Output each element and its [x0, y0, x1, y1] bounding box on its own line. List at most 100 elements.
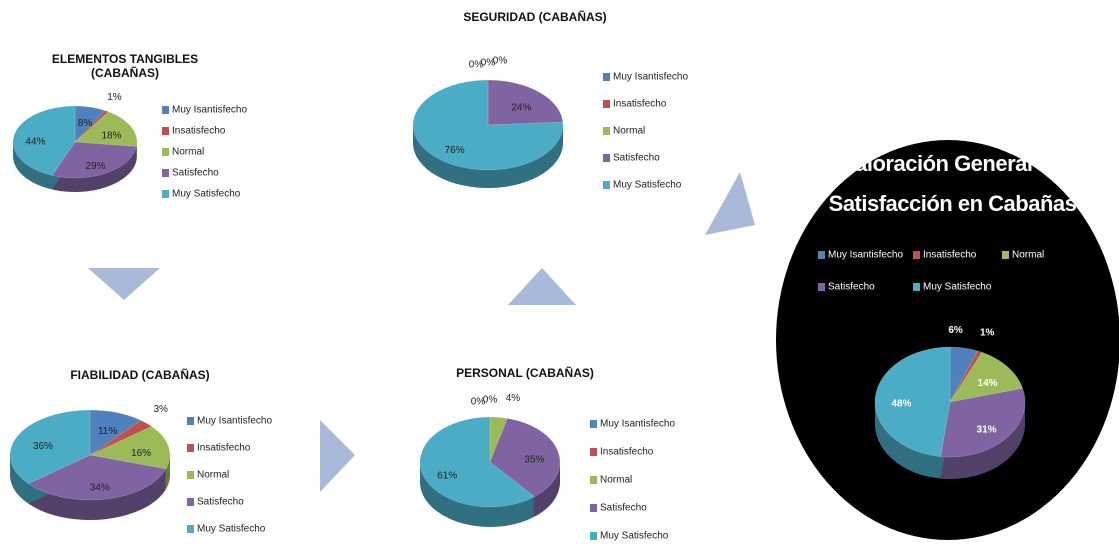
legend-swatch — [590, 504, 597, 512]
legend-label: Muy Satisfecho — [172, 189, 241, 200]
legend-swatch — [162, 148, 169, 156]
legend-swatch — [162, 169, 169, 177]
data-label: 4% — [506, 393, 521, 404]
legend-label: Normal — [172, 147, 204, 158]
data-label: 3% — [153, 404, 168, 415]
data-label: 1% — [980, 328, 995, 339]
data-label: 1% — [107, 92, 122, 103]
legend-swatch — [818, 251, 825, 259]
pie-slice — [51, 141, 137, 179]
arrow — [705, 172, 755, 235]
pie-slice — [940, 388, 1026, 458]
pie-slice — [74, 110, 109, 143]
data-label: 0% — [471, 396, 486, 407]
data-label: 11% — [98, 426, 117, 437]
data-label: 48% — [891, 398, 911, 409]
pie-slice — [874, 346, 951, 457]
legend-label: Insatisfecho — [923, 250, 977, 261]
pie-slice — [12, 105, 76, 176]
legend-label: Muy Isantisfecho — [600, 419, 675, 430]
arrow — [320, 420, 355, 492]
data-label: 18% — [101, 131, 121, 142]
data-label: 0% — [469, 59, 484, 70]
legend-swatch — [913, 251, 920, 259]
legend-swatch — [187, 525, 194, 533]
data-label: 76% — [445, 145, 465, 156]
pie-slice — [74, 105, 106, 143]
data-label: 35% — [524, 454, 544, 465]
legend-label: Satisfecho — [600, 503, 647, 514]
legend-swatch — [162, 190, 169, 198]
legend-label: Muy Satisfecho — [613, 180, 682, 191]
legend-swatch — [187, 444, 194, 452]
legend-label: Satisfecho — [828, 282, 875, 293]
chart-title: SEGURIDAD (CABAÑAS) — [463, 10, 607, 24]
legend-label: Normal — [197, 470, 229, 481]
legend-swatch — [590, 532, 597, 540]
legend-swatch — [162, 127, 169, 135]
data-label: 0% — [493, 55, 508, 66]
legend-label: Normal — [1012, 250, 1044, 261]
legend-label: Satisfecho — [613, 153, 660, 164]
legend-swatch — [187, 471, 194, 479]
data-label: 34% — [90, 482, 110, 493]
legend-label: Insatisfecho — [172, 126, 226, 137]
legend-swatch — [590, 448, 597, 456]
legend-swatch — [603, 181, 610, 189]
legend-label: Normal — [600, 475, 632, 486]
pie-slice — [419, 416, 536, 508]
arrow — [88, 268, 160, 300]
chart-title: FIABILIDAD (CABAÑAS) — [70, 368, 210, 382]
data-label: 61% — [437, 471, 457, 482]
pie-slice — [949, 351, 1023, 403]
legend-label: Muy Satisfecho — [197, 524, 266, 535]
legend-swatch — [590, 476, 597, 484]
pie-slice — [412, 79, 564, 171]
legend-swatch — [603, 127, 610, 135]
legend-label: Muy Isantisfecho — [172, 105, 247, 116]
legend-label: Satisfecho — [172, 168, 219, 179]
data-label: 44% — [25, 136, 45, 147]
legend-label: Muy Isantisfecho — [828, 250, 903, 261]
data-label: 16% — [131, 448, 151, 459]
arrow — [508, 268, 576, 305]
data-label: 14% — [978, 378, 998, 389]
legend-label: Muy Satisfecho — [600, 531, 669, 542]
legend-swatch — [913, 283, 920, 291]
pie-slice — [489, 416, 508, 463]
legend-label: Satisfecho — [197, 497, 244, 508]
legend-label: Muy Isantisfecho — [197, 416, 272, 427]
pie-slice — [489, 418, 561, 497]
chart-background — [776, 140, 1119, 540]
pie-slice — [487, 79, 564, 126]
pie-slice — [949, 350, 983, 403]
data-label: 8% — [78, 118, 93, 129]
legend-label: Insatisfecho — [613, 99, 667, 110]
pie-slice — [9, 409, 91, 484]
data-label: 0% — [481, 57, 496, 68]
chart-title: ELEMENTOS TANGIBLES (CABAÑAS) — [51, 52, 199, 80]
data-label: 29% — [86, 161, 106, 172]
legend-label: Insatisfecho — [197, 443, 251, 454]
pie-slice — [74, 111, 138, 147]
data-label: 6% — [948, 325, 963, 336]
legend-label: Normal — [613, 126, 645, 137]
legend-swatch — [603, 154, 610, 162]
legend-swatch — [603, 73, 610, 81]
pie-slice — [27, 454, 167, 501]
chart-title: Valoración General de Satisfacción en Ca… — [828, 151, 1077, 216]
pie-slice — [949, 346, 978, 403]
legend-swatch — [162, 106, 169, 114]
legend-label: Insatisfecho — [600, 447, 654, 458]
legend-swatch — [187, 417, 194, 425]
legend-swatch — [603, 100, 610, 108]
data-label: 36% — [33, 441, 53, 452]
data-label: 24% — [511, 102, 531, 113]
legend-swatch — [187, 498, 194, 506]
legend-swatch — [1002, 251, 1009, 259]
legend-label: Muy Satisfecho — [923, 282, 992, 293]
pie-slice — [89, 426, 171, 470]
legend-swatch — [590, 420, 597, 428]
